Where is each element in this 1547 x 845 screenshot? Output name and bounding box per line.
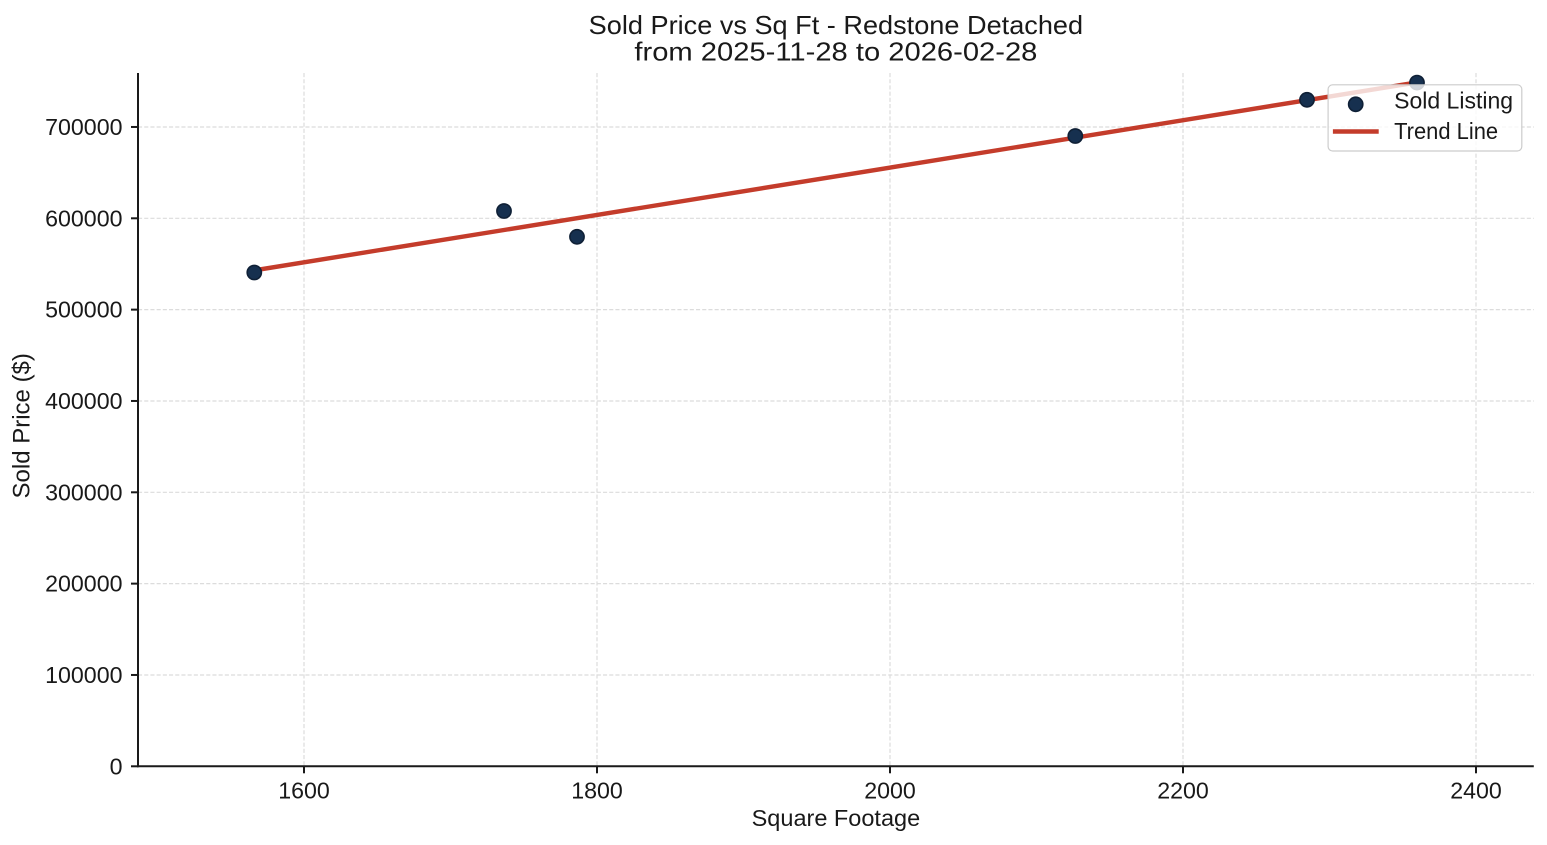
svg-text:Trend Line: Trend Line xyxy=(1394,118,1498,144)
svg-text:2400: 2400 xyxy=(1450,777,1502,803)
svg-text:600000: 600000 xyxy=(45,205,122,231)
svg-text:1800: 1800 xyxy=(571,777,623,803)
svg-text:400000: 400000 xyxy=(45,388,122,414)
svg-text:300000: 300000 xyxy=(45,479,122,505)
svg-text:200000: 200000 xyxy=(45,571,122,597)
svg-text:2200: 2200 xyxy=(1157,777,1209,803)
svg-text:100000: 100000 xyxy=(45,662,122,688)
svg-text:0: 0 xyxy=(110,753,123,779)
svg-text:Sold Price ($): Sold Price ($) xyxy=(9,353,36,498)
svg-text:Sold Listing: Sold Listing xyxy=(1394,88,1513,114)
svg-text:1600: 1600 xyxy=(278,777,330,803)
svg-text:Square Footage: Square Footage xyxy=(752,805,921,831)
svg-text:500000: 500000 xyxy=(45,297,122,323)
svg-text:from 2025-11-28 to 2026-02-28: from 2025-11-28 to 2026-02-28 xyxy=(634,38,1037,66)
svg-text:Sold Price vs Sq Ft - Redstone: Sold Price vs Sq Ft - Redstone Detached xyxy=(589,12,1083,40)
svg-text:700000: 700000 xyxy=(45,114,122,140)
svg-text:2000: 2000 xyxy=(864,777,916,803)
